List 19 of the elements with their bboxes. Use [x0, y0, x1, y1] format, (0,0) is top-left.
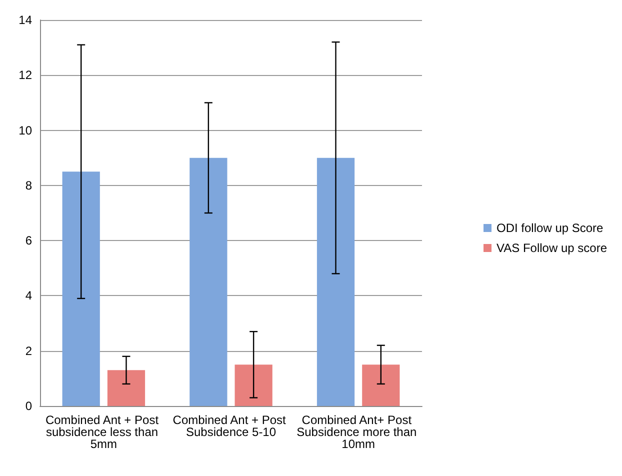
x-tick-label: Combined Ant + Post subsidence less than 5mm [45, 413, 162, 451]
y-tick-label: 12 [18, 68, 32, 82]
bar [107, 370, 146, 406]
legend-label: VAS Follow up score [496, 241, 608, 255]
bar [190, 158, 228, 406]
y-tick-label: 8 [25, 178, 32, 192]
y-tick-label: 14 [18, 13, 32, 27]
y-tick-label: 2 [25, 344, 32, 358]
bar [316, 158, 355, 406]
bar [234, 364, 272, 406]
legend-label: ODI follow up Score [496, 221, 604, 235]
x-tick-label: Combined Ant+ Post Subsidence more than 10mm [296, 413, 420, 451]
bar [362, 364, 400, 406]
y-tick-label: 10 [18, 123, 32, 138]
y-tick-label: 6 [25, 234, 32, 248]
y-tick-label: 4 [25, 288, 32, 303]
x-tick-label: Combined Ant + Post Subsidence 5-10 [172, 413, 290, 439]
y-tick-label: 0 [25, 399, 32, 413]
bar [62, 172, 100, 406]
